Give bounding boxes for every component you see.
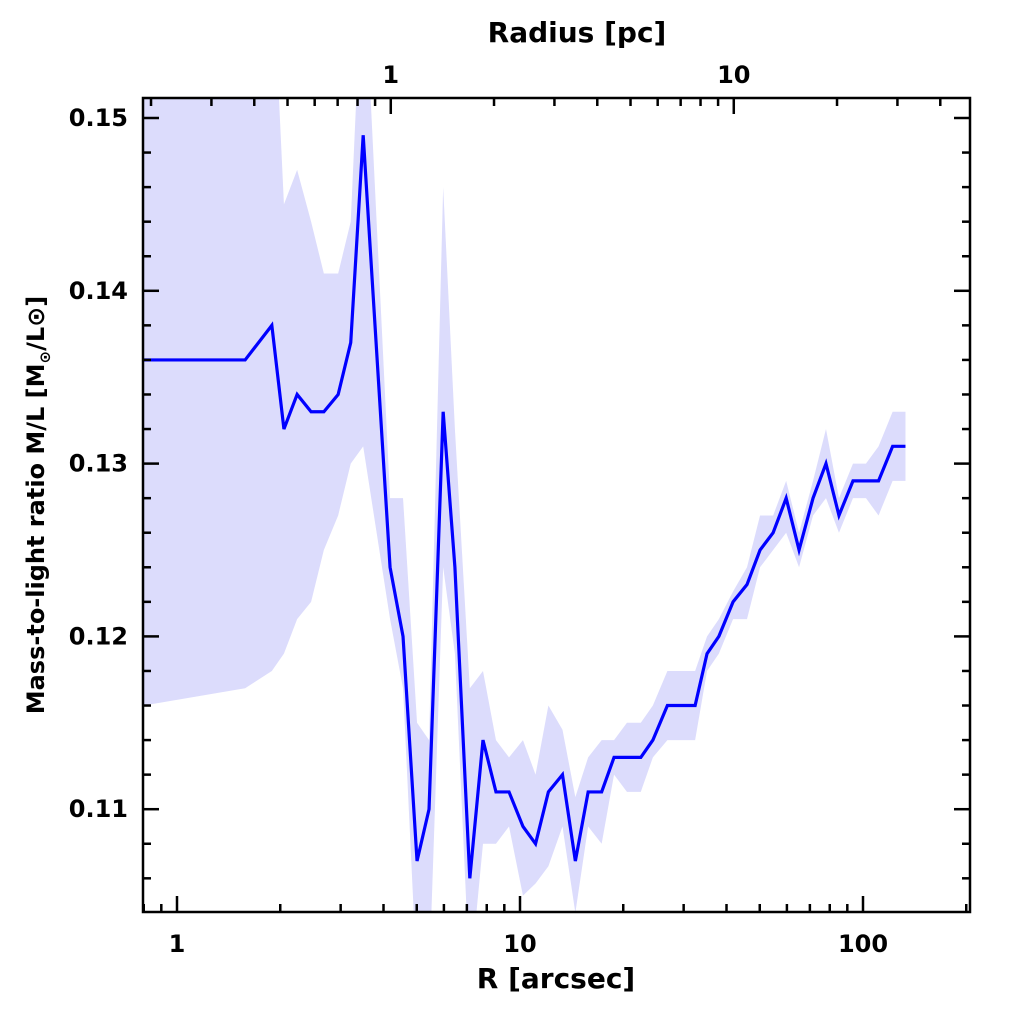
tick-labels: 1 10 100 1 10 0.11 0.12 0.13 0.14 0.15 xyxy=(69,61,888,958)
plot-area xyxy=(143,98,906,912)
x-tick-label: 10 xyxy=(503,930,536,958)
ml-line xyxy=(143,135,906,879)
x2-tick-label: 10 xyxy=(717,61,750,89)
y-axis-title-sub: ⊙ xyxy=(36,351,54,364)
axis-ticks xyxy=(142,98,970,912)
top-axis-title: Radius [pc] xyxy=(488,16,667,49)
y-tick-label: 0.12 xyxy=(69,622,128,650)
x2-tick-label: 1 xyxy=(382,61,399,89)
plot-frame xyxy=(141,96,972,914)
y-tick-label: 0.11 xyxy=(69,795,128,823)
bottom-axis-title: R [arcsec] xyxy=(477,962,635,995)
uncertainty-band xyxy=(143,98,906,912)
x-tick-label: 1 xyxy=(169,930,186,958)
x-tick-label: 100 xyxy=(838,930,888,958)
y-axis-title: Mass-to-light ratio M/L [M⊙/L⊙] xyxy=(22,296,54,715)
y-tick-label: 0.13 xyxy=(69,450,128,478)
y-axis-title-end: /L⊙] xyxy=(22,296,50,351)
y-axis-title-main: Mass-to-light ratio M/L [M xyxy=(22,363,50,714)
y-tick-label: 0.15 xyxy=(69,104,128,132)
y-tick-label: 0.14 xyxy=(69,277,128,305)
